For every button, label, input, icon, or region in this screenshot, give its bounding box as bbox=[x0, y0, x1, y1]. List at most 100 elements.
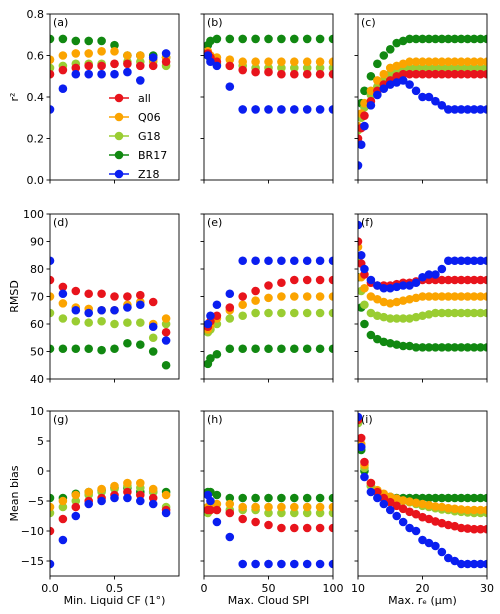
point-Z18-d bbox=[110, 305, 119, 315]
point-Q06-i bbox=[392, 494, 402, 503]
ytick-label: 0.8 bbox=[27, 8, 45, 21]
point-BR17-i bbox=[469, 493, 479, 503]
point-all-f bbox=[469, 275, 479, 285]
point-BR17-d bbox=[97, 345, 106, 355]
point-Z18-i bbox=[431, 541, 440, 551]
point-all-f bbox=[444, 275, 453, 285]
point-G18-d bbox=[148, 333, 158, 343]
point-BR17-e bbox=[290, 344, 299, 354]
point-BR17-a bbox=[110, 40, 119, 50]
point-BR17-i bbox=[450, 493, 460, 503]
point-BR17-f bbox=[469, 343, 479, 352]
point-Z18-i bbox=[463, 559, 472, 569]
point-all-b bbox=[315, 69, 325, 79]
point-Q06-c bbox=[385, 63, 395, 73]
point-BR17-i bbox=[418, 493, 427, 503]
point-Q06-i bbox=[437, 502, 447, 512]
point-all-c bbox=[456, 69, 466, 79]
point-all-a bbox=[110, 59, 119, 69]
point-G18-f bbox=[385, 314, 395, 323]
point-all-e bbox=[225, 303, 235, 312]
panel-e: (e) bbox=[200, 213, 334, 383]
point-Z18-d bbox=[123, 303, 132, 312]
point-Z18-c bbox=[444, 105, 453, 114]
point-Z18-h bbox=[251, 559, 260, 569]
point-Q06-i bbox=[476, 505, 485, 515]
point-Z18-g bbox=[97, 496, 106, 506]
point-Q06-g bbox=[161, 490, 171, 500]
point-Z18-a bbox=[97, 69, 106, 79]
point-BR17-h bbox=[315, 493, 325, 503]
point-BR17-a bbox=[84, 36, 93, 46]
point-Q06-c bbox=[431, 57, 440, 67]
point-all-g bbox=[148, 493, 158, 503]
point-Q06-b bbox=[290, 57, 299, 67]
ytick-label: 90 bbox=[30, 236, 44, 249]
point-Z18-f bbox=[360, 264, 369, 274]
point-BR17-h bbox=[277, 493, 286, 503]
point-Z18-c bbox=[405, 80, 414, 89]
point-Z18-i bbox=[444, 553, 453, 563]
point-all-f bbox=[437, 275, 447, 285]
point-Z18-g bbox=[136, 496, 145, 506]
point-Z18-f bbox=[482, 256, 487, 266]
point-Z18-e bbox=[238, 256, 247, 266]
point-Q06-c bbox=[469, 57, 479, 67]
point-all-b bbox=[251, 67, 260, 77]
ytick-label: 0.6 bbox=[27, 50, 45, 63]
point-Q06-b bbox=[328, 57, 333, 67]
point-Q06-i bbox=[444, 503, 453, 513]
point-Z18-a bbox=[161, 49, 171, 58]
point-BR17-h bbox=[290, 493, 299, 503]
point-G18-b bbox=[315, 63, 325, 73]
point-all-b bbox=[302, 69, 312, 79]
point-Z18-c bbox=[456, 105, 466, 114]
point-Z18-e bbox=[225, 289, 235, 299]
point-all-f bbox=[358, 237, 363, 246]
point-all-h bbox=[315, 523, 325, 533]
point-BR17-b bbox=[328, 34, 333, 44]
point-G18-d bbox=[50, 308, 55, 318]
panel-label: (g) bbox=[53, 413, 69, 426]
point-Z18-c bbox=[398, 76, 408, 85]
point-Z18-i bbox=[424, 538, 434, 548]
point-Q06-a bbox=[58, 51, 68, 60]
point-all-i bbox=[476, 524, 485, 534]
point-BR17-c bbox=[360, 86, 369, 96]
legend-marker-Q06 bbox=[114, 112, 124, 122]
point-Q06-a bbox=[97, 47, 106, 56]
point-all-i bbox=[450, 521, 460, 531]
point-Q06-c bbox=[405, 57, 414, 67]
point-Z18-f bbox=[418, 272, 427, 282]
point-all-e bbox=[328, 275, 333, 285]
point-G18-h bbox=[264, 508, 273, 518]
point-Z18-i bbox=[450, 556, 460, 566]
point-G18-f bbox=[450, 308, 460, 318]
point-BR17-i bbox=[476, 493, 485, 503]
point-Z18-e bbox=[302, 256, 312, 266]
point-Q06-e bbox=[251, 296, 260, 305]
panel-a: 0.0 0.2 0.4 0.6 0.8 (a) r² all Q06 G18 BR17 Z18 bbox=[8, 8, 180, 187]
point-Q06-c bbox=[456, 57, 466, 67]
point-all-i bbox=[437, 518, 447, 528]
xtick-label: 0.0 bbox=[41, 582, 59, 595]
legend-label-all: all bbox=[138, 92, 151, 105]
point-G18-e bbox=[238, 311, 247, 321]
y-axis-label: Mean bias bbox=[8, 465, 21, 521]
panel-label: (i) bbox=[361, 413, 373, 426]
legend-label-Z18: Z18 bbox=[138, 168, 160, 181]
point-Z18-f bbox=[398, 281, 408, 290]
point-Q06-g bbox=[50, 502, 55, 512]
y-axis-label: r² bbox=[8, 93, 21, 102]
point-all-d bbox=[97, 289, 106, 299]
point-BR17-c bbox=[418, 34, 427, 44]
point-BR17-a bbox=[71, 36, 81, 46]
point-all-i bbox=[456, 523, 466, 533]
point-Z18-i bbox=[358, 412, 363, 422]
point-BR17-c bbox=[431, 34, 440, 44]
point-Z18-c bbox=[463, 105, 472, 114]
point-all-i bbox=[358, 433, 366, 443]
point-BR17-b bbox=[277, 34, 286, 44]
point-Z18-b bbox=[251, 105, 260, 114]
